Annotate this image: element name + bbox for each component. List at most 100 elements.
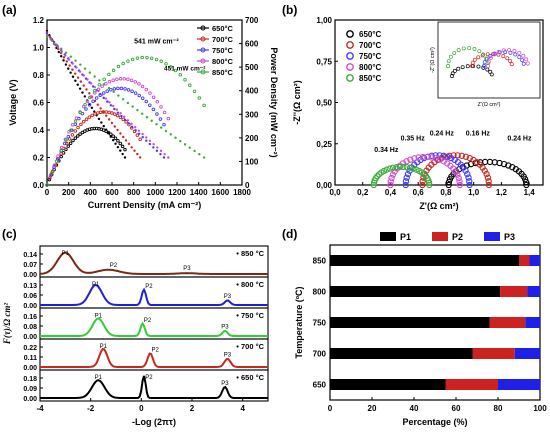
y-right-tick-label: 100 <box>245 157 259 166</box>
power-point <box>159 59 163 64</box>
nyquist-point <box>426 181 433 189</box>
nyquist-point <box>404 170 412 178</box>
bar-segment-p3 <box>527 286 540 297</box>
legend-label: 800°C <box>359 63 382 72</box>
bar-segment-p2 <box>445 379 498 390</box>
power-point <box>113 112 117 116</box>
voltage-point <box>93 86 96 89</box>
power-point <box>73 136 78 140</box>
inset-point <box>467 46 472 50</box>
inset-point <box>461 46 466 51</box>
voltage-point <box>105 114 108 117</box>
nyquist-point <box>407 156 414 163</box>
inset-point <box>524 57 529 62</box>
voltage-point <box>102 83 106 86</box>
inset-point <box>452 50 457 55</box>
y-tick-label: 750 <box>313 319 327 328</box>
x-tick-label: 0,8 <box>440 188 452 197</box>
voltage-point <box>193 149 196 153</box>
voltage-point <box>55 43 58 46</box>
x-tick-label: 0 <box>139 404 144 413</box>
power-point <box>107 110 111 115</box>
inset-point <box>465 64 470 69</box>
voltage-point <box>115 108 119 111</box>
drt-curve <box>39 251 268 275</box>
inset-point <box>517 50 522 55</box>
power-point <box>133 91 138 95</box>
x-tick-label: 0 <box>45 188 50 197</box>
nyquist-point <box>462 153 470 160</box>
y-right-axis-label: Power Density (mW cm⁻²) <box>269 47 279 157</box>
power-point <box>47 177 52 182</box>
peak-label: P3 <box>221 325 229 331</box>
power-point <box>149 56 154 60</box>
power-point <box>140 96 145 100</box>
legend-label: P3 <box>504 232 515 242</box>
power-point <box>59 151 63 156</box>
nyquist-point <box>455 174 462 182</box>
frequency-label: 0.24 Hz <box>507 135 532 142</box>
inset-point <box>488 53 493 58</box>
nyquist-point <box>462 167 469 174</box>
peak-label: P3 <box>221 381 229 387</box>
power-point <box>173 68 178 73</box>
x-tick-label: 1400 <box>190 188 208 197</box>
drt-curve <box>40 317 268 337</box>
voltage-point <box>100 93 104 97</box>
voltage-point <box>121 152 124 156</box>
voltage-point <box>79 63 82 66</box>
power-point <box>123 87 127 91</box>
x-tick-label: 0,4 <box>385 188 397 197</box>
voltage-point <box>131 105 134 108</box>
bar-segment-p3 <box>498 379 540 390</box>
inset-point <box>521 53 526 58</box>
x-axis-label: Percentage (%) <box>402 417 467 427</box>
power-point <box>87 103 92 107</box>
y-right-tick-label: 600 <box>245 40 259 49</box>
voltage-point <box>71 62 74 65</box>
nyquist-point <box>522 178 530 186</box>
nyquist-point <box>436 156 444 163</box>
power-point <box>69 128 73 133</box>
x-tick-label: 60 <box>452 404 461 413</box>
voltage-point <box>137 129 141 132</box>
nyquist-point <box>403 174 410 181</box>
nyquist-point <box>483 170 490 178</box>
inset-point <box>472 57 477 62</box>
inset-point <box>509 62 514 67</box>
x-tick-label: -2 <box>87 404 95 413</box>
power-point <box>148 103 152 107</box>
voltage-point <box>68 64 71 67</box>
voltage-point <box>64 51 68 54</box>
voltage-point <box>148 142 152 146</box>
voltage-point <box>163 152 166 156</box>
bar-segment-p3 <box>514 348 540 359</box>
power-point <box>159 105 163 109</box>
voltage-point <box>159 152 162 156</box>
y-axis-label: F(τ)/Ω cm² <box>2 303 12 345</box>
power-point <box>100 84 104 89</box>
power-point <box>115 77 119 81</box>
power-point <box>102 77 106 82</box>
y-tick-label: 0.22 <box>23 345 37 352</box>
voltage-point <box>130 122 133 125</box>
voltage-point <box>162 156 166 159</box>
power-point <box>85 99 90 104</box>
inset-y-label: -Z''(Ω cm²) <box>430 47 436 73</box>
inset-point <box>505 56 510 61</box>
voltage-point <box>120 115 123 118</box>
y-tick-label: 0,25 <box>316 140 332 149</box>
legend-label: 650°C <box>359 30 382 39</box>
nyquist-point <box>387 181 394 189</box>
inset-point <box>484 56 489 61</box>
panel-b-impedance-chart: 0,0 0,2 0,4 0,6 0,8 1,0 1,2 1,4 0,00 0,25 0,50 0,75… <box>292 16 544 211</box>
nyquist-point <box>419 181 426 189</box>
power-point <box>84 117 89 121</box>
nyquist-point <box>403 164 410 171</box>
nyquist-point <box>425 179 433 186</box>
power-point <box>109 88 113 92</box>
voltage-point <box>141 136 144 139</box>
voltage-point <box>67 58 71 61</box>
x-tick-label: 600 <box>105 188 119 197</box>
voltage-point <box>100 121 103 124</box>
